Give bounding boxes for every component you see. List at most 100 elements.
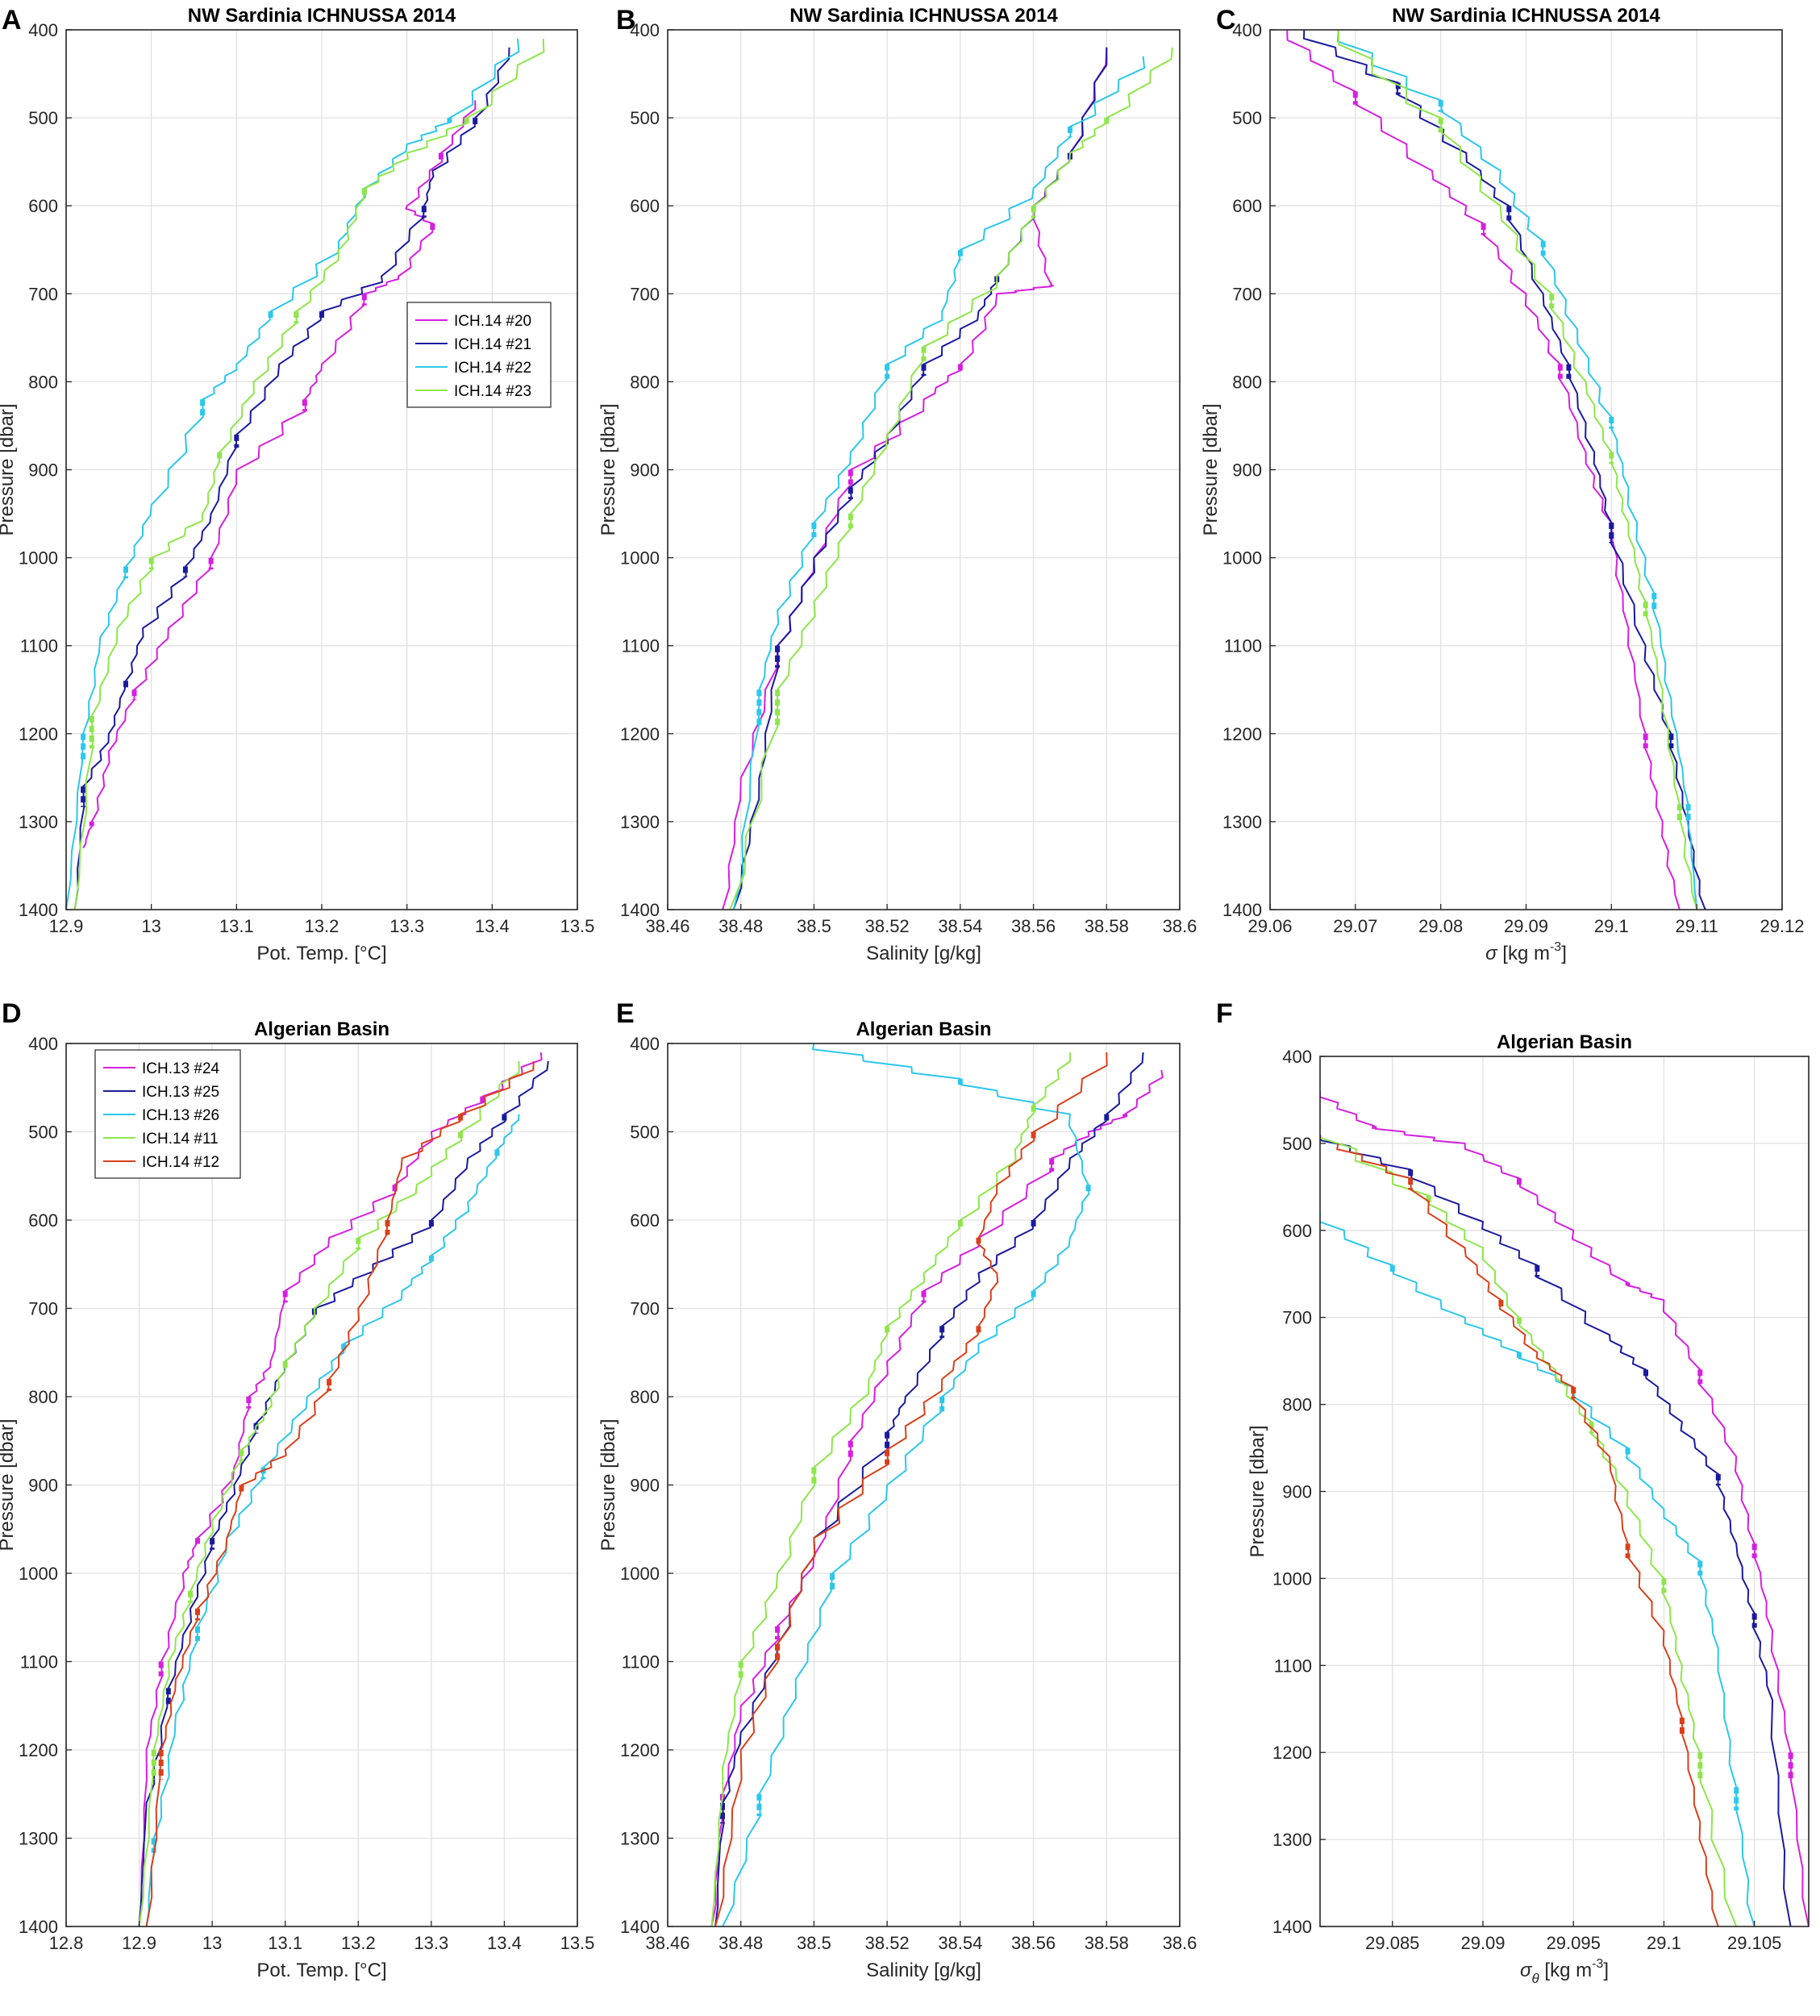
panel-title: Algerian Basin <box>1497 1031 1632 1053</box>
y-tick-label: 900 <box>630 1476 660 1496</box>
x-tick-label: 13.1 <box>268 1933 302 1953</box>
y-tick-label: 1400 <box>19 1917 58 1937</box>
series-line-3 <box>66 38 520 910</box>
x-tick-label: 29.09 <box>1460 1933 1505 1953</box>
y-tick-label: 500 <box>1282 1134 1312 1154</box>
x-axis-label: Pot. Temp. [°C] <box>256 1960 386 1981</box>
y-axis-label: Pressure [dbar] <box>1200 403 1222 535</box>
y-tick-label: 800 <box>28 1387 58 1407</box>
panel-A: A NW Sardinia ICHNUSSA 2014 12.9 13 13.1 13.2… <box>0 5 594 964</box>
y-tick-label: 1000 <box>19 1564 58 1584</box>
y-tick-label: 1400 <box>620 1917 660 1937</box>
legend-entry: ICH.14 #11 <box>142 1131 219 1148</box>
y-tick-label: 1100 <box>1274 1656 1312 1676</box>
series-line-5 <box>714 1052 1108 1926</box>
panel-letter: D <box>2 998 22 1029</box>
y-tick-label: 1300 <box>19 1829 58 1849</box>
legend-entry: ICH.13 #24 <box>142 1060 220 1077</box>
y-tick-label: 800 <box>1232 372 1262 392</box>
x-tick-label: 29.105 <box>1727 1933 1781 1953</box>
y-tick-label: 600 <box>1282 1221 1312 1241</box>
y-axis-label: Pressure [dbar] <box>598 1418 619 1551</box>
series-group <box>66 38 545 910</box>
x-tick-label: 29.095 <box>1547 1933 1601 1953</box>
panel-E: E Algerian Basin 38.46 38.48 38.5 38.52 38.54 3… <box>598 998 1197 1981</box>
y-tick-label: 1200 <box>19 724 58 744</box>
y-tick-label: 1200 <box>19 1740 58 1760</box>
legend-entry: ICH.13 #25 <box>142 1084 219 1101</box>
x-tick-label: 13.2 <box>305 916 339 936</box>
series-line-5 <box>145 1060 535 1926</box>
y-tick-label: 400 <box>630 1034 660 1054</box>
y-tick-label: 400 <box>1232 20 1262 40</box>
series-group <box>138 1052 549 1926</box>
y-tick-label: 800 <box>630 372 660 392</box>
x-tick-label: 38.48 <box>718 916 763 936</box>
y-tick-label: 900 <box>630 460 660 481</box>
y-tick-label: 1000 <box>620 548 660 569</box>
x-tick-label: 38.46 <box>645 916 689 936</box>
series-line-5 <box>1336 1143 1719 1926</box>
y-tick-label: 1100 <box>1224 636 1262 656</box>
y-tick-label: 400 <box>630 20 660 40</box>
y-tick-label: 600 <box>630 1210 660 1231</box>
y-tick-label: 1100 <box>622 1652 660 1672</box>
y-tick-label: 700 <box>630 284 660 304</box>
x-tick-label: 13 <box>202 1933 222 1953</box>
y-tick-label: 600 <box>1232 196 1262 216</box>
y-axis-label: Pressure [dbar] <box>598 403 619 535</box>
y-tick-label: 500 <box>28 1123 58 1143</box>
x-tick-label: 38.56 <box>1011 1933 1056 1953</box>
y-tick-label: 900 <box>1282 1482 1312 1502</box>
x-tick-label: 13.5 <box>560 916 595 936</box>
series-line-1 <box>82 100 477 849</box>
x-axis-label: Salinity [g/kg] <box>866 943 981 964</box>
y-tick-label: 500 <box>630 108 660 128</box>
y-tick-label: 1200 <box>1272 1743 1312 1763</box>
series-group <box>722 47 1173 910</box>
y-tick-label: 1300 <box>1272 1830 1312 1850</box>
y-tick-label: 700 <box>1232 284 1262 304</box>
y-axis-label: Pressure [dbar] <box>0 403 18 535</box>
x-tick-label: 13.3 <box>389 916 424 936</box>
legend-entry: ICH.13 #26 <box>142 1107 219 1124</box>
y-tick-label: 500 <box>28 108 58 128</box>
x-tick-label: 38.52 <box>865 916 910 936</box>
y-tick-label: 1400 <box>620 900 660 920</box>
series-line-3 <box>145 1114 520 1926</box>
x-tick-label: 29.085 <box>1365 1933 1419 1953</box>
x-tick-label: 29.1 <box>1594 916 1629 936</box>
panel-title: NW Sardinia ICHNUSSA 2014 <box>188 5 456 27</box>
panel-F: F Algerian Basin 29.085 29.09 29.095 29.1 29.1… <box>1216 998 1810 1986</box>
legend-top: ICH.14 #20 ICH.14 #21 ICH.14 #22 ICH.14 #23 <box>406 302 552 408</box>
legend-entry: ICH.14 #21 <box>454 336 531 353</box>
y-tick-label: 1100 <box>20 1652 58 1672</box>
series-line-2 <box>732 47 1108 910</box>
x-tick-label: 38.5 <box>797 916 831 936</box>
x-axis-label: Pot. Temp. [°C] <box>256 943 386 964</box>
y-tick-label: 1200 <box>620 724 660 744</box>
y-tick-label: 800 <box>28 372 58 392</box>
y-tick-label: 1300 <box>620 812 660 832</box>
x-tick-label: 38.52 <box>865 1933 910 1953</box>
series-line-4 <box>710 1052 1072 1926</box>
series-line-4 <box>73 38 545 910</box>
series-line-1 <box>138 1052 543 1926</box>
series-line-2 <box>714 1052 1144 1926</box>
y-tick-label: 500 <box>1232 108 1262 128</box>
x-tick-label: 38.6 <box>1163 916 1197 936</box>
y-tick-label: 1100 <box>622 636 660 656</box>
series-line-2 <box>73 47 510 910</box>
x-tick-label: 29.09 <box>1504 916 1548 936</box>
y-tick-label: 1000 <box>19 548 58 569</box>
series-line-3 <box>1320 1213 1755 1926</box>
x-tick-label: 12.8 <box>49 1933 84 1953</box>
series-line-1 <box>722 47 1108 910</box>
x-tick-label: 38.5 <box>797 1933 831 1953</box>
panel-letter: E <box>616 998 635 1029</box>
series-group <box>1286 30 1706 910</box>
x-tick-label: 38.56 <box>1011 916 1056 936</box>
y-tick-label: 700 <box>28 1299 58 1319</box>
legend-entry: ICH.14 #12 <box>142 1154 219 1171</box>
legend-entry: ICH.14 #22 <box>454 360 531 377</box>
